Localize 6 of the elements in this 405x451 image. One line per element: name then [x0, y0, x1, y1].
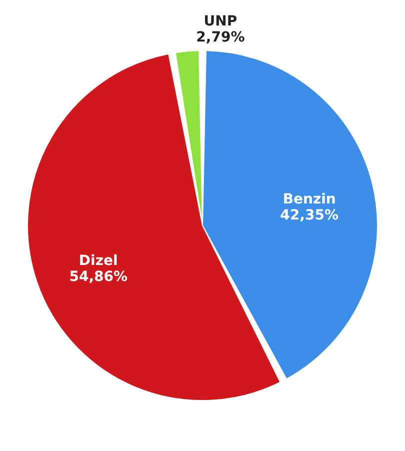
slice-label: UNP: [204, 13, 238, 30]
slice-label: Benzin: [282, 191, 336, 208]
slice-label: Dizel: [78, 252, 118, 269]
data-label: 2,79%: [196, 29, 245, 46]
data-label: 54,86%: [69, 268, 128, 285]
data-label: 42,35%: [280, 207, 338, 224]
